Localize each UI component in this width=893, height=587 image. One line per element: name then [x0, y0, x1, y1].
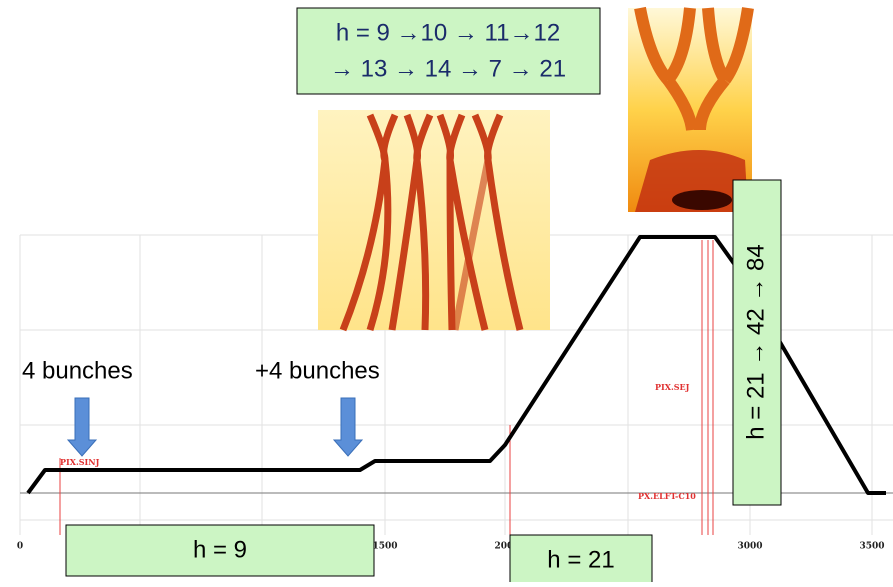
harmonics-text: → 13 → 14 → 7 → 21 — [330, 55, 566, 82]
side-box: h = 21 → 42 → 84 — [733, 180, 781, 505]
timing-label: PIX.SEJ — [655, 382, 690, 392]
timing-label: PIX.SINJ — [60, 457, 100, 467]
bottom-box-text: h = 21 — [547, 546, 614, 573]
annotation: 4 bunches — [22, 357, 133, 384]
bottom-box-text: h = 9 — [193, 536, 247, 563]
harmonics-text: h = 9 →10 → 11→12 — [336, 19, 560, 46]
x-tick-label: 3000 — [737, 542, 762, 552]
bottom-box-right: h = 21 — [510, 535, 652, 582]
side-box-text: h = 21 → 42 → 84 — [742, 244, 769, 439]
slide: PIX.SINJ PIX.SEJ PX.ELFT-C10 0 1500 2000… — [0, 0, 893, 582]
timing-label: PX.ELFT-C10 — [638, 491, 696, 501]
x-tick-label: 0 — [17, 542, 23, 552]
x-tick-label: 3500 — [859, 542, 884, 552]
harmonics-box: h = 9 →10 → 11→12 → 13 → 14 → 7 → 21 — [297, 8, 600, 94]
arrows — [68, 398, 362, 456]
tomogram-left — [318, 110, 550, 330]
annotation: +4 bunches — [255, 357, 380, 384]
bottom-box-left: h = 9 — [66, 525, 374, 576]
x-tick-label: 1500 — [372, 542, 397, 552]
